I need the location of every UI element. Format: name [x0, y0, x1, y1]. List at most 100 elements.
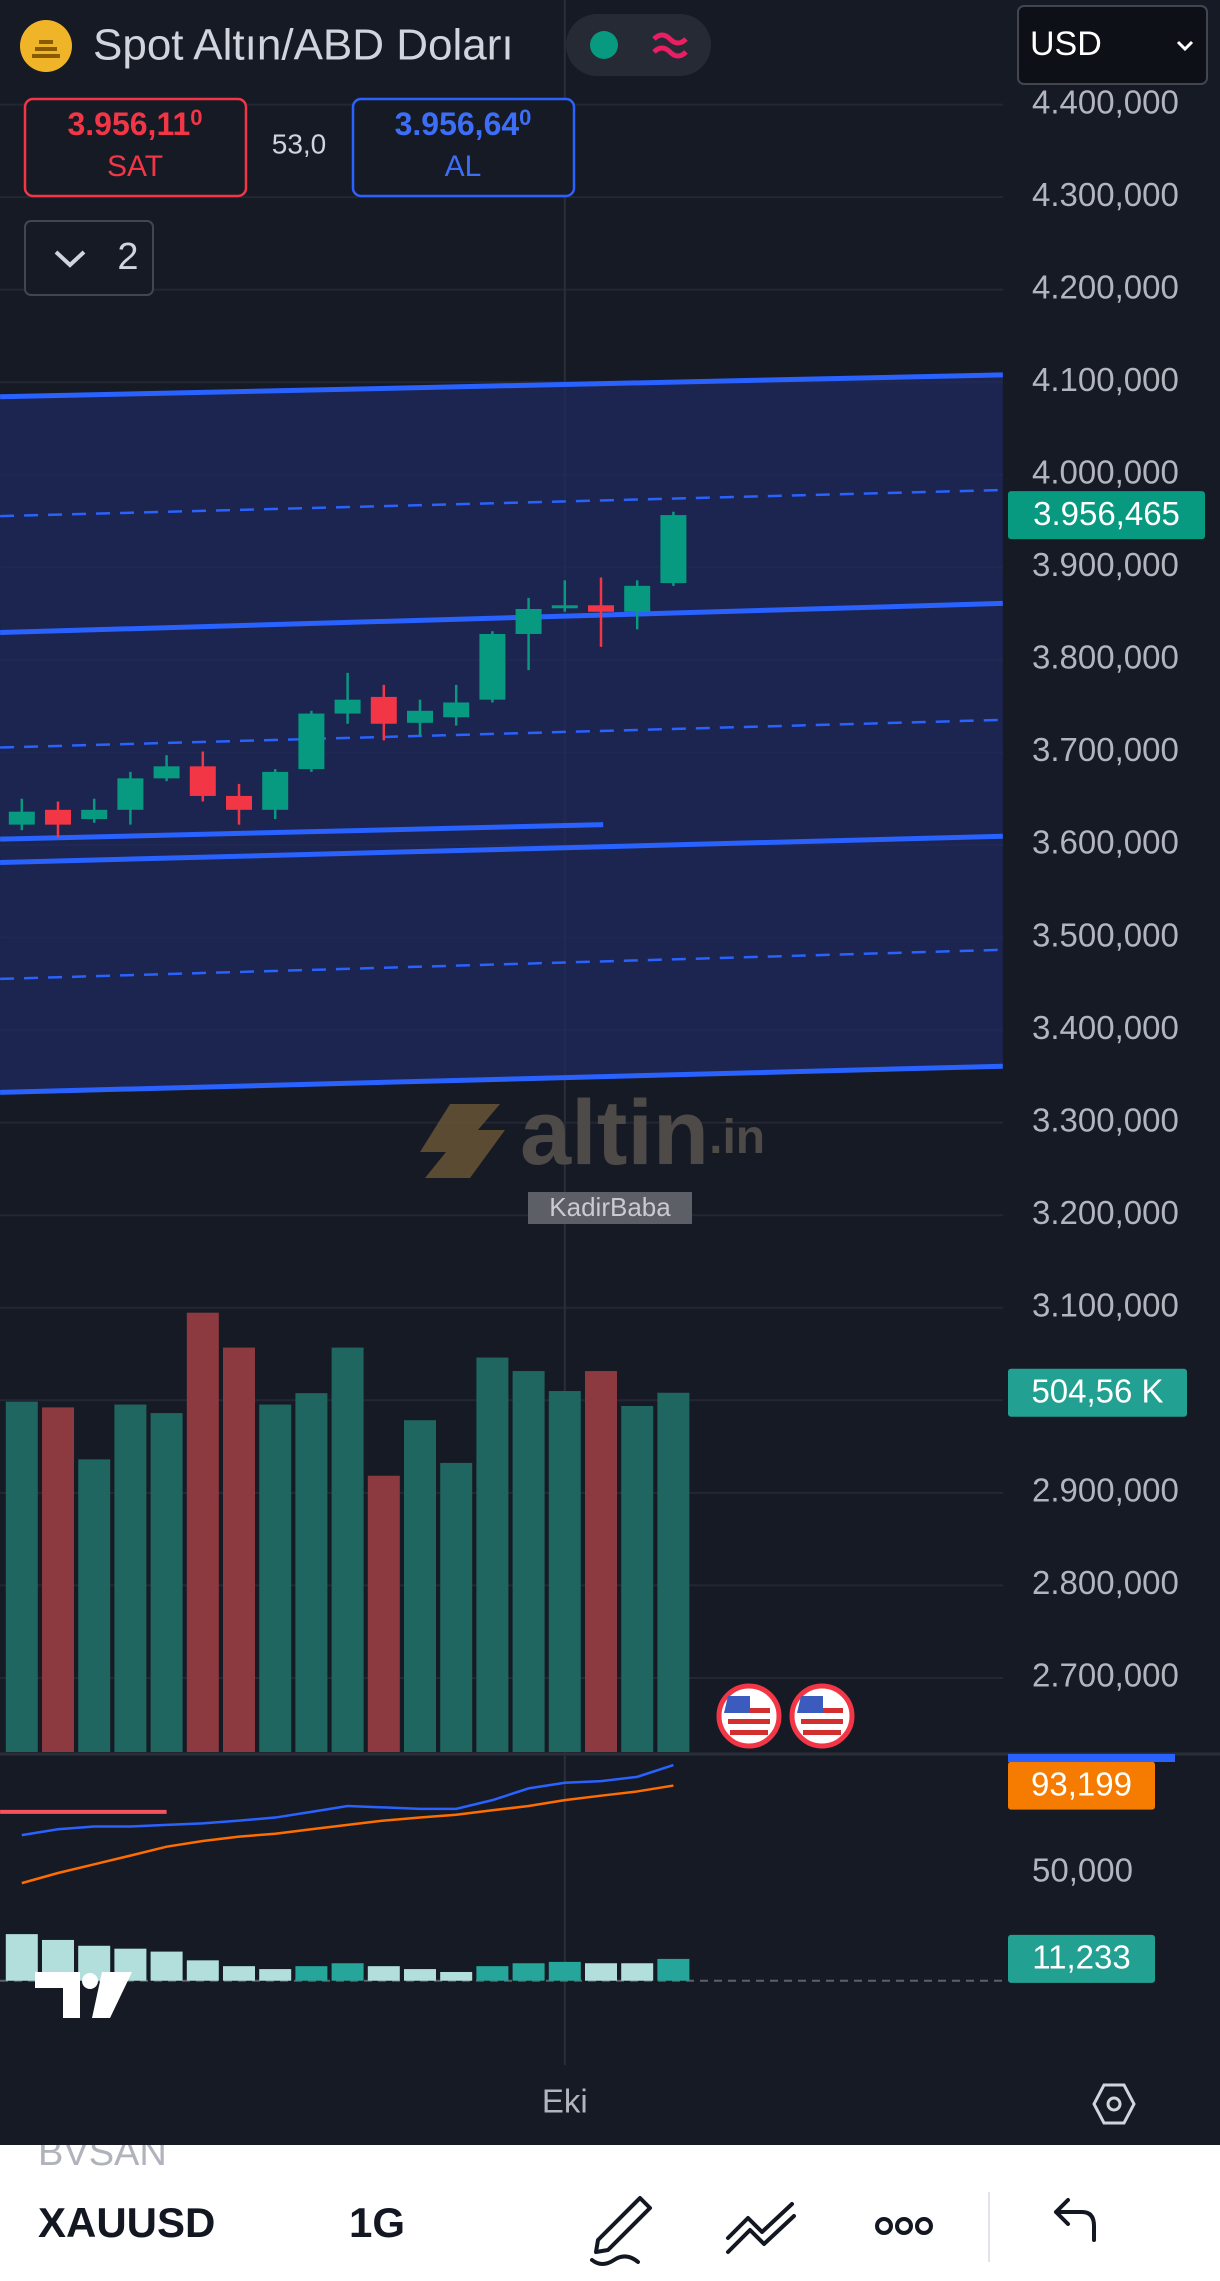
candle-body [443, 702, 470, 718]
volume-bar [42, 1407, 74, 1752]
status-pill [566, 14, 711, 76]
y-tick-label: 3.200,000 [1032, 1194, 1179, 1231]
volume-bar [295, 1393, 328, 1752]
volume-bar [404, 1420, 436, 1752]
watermark-user-box [528, 1192, 692, 1224]
histogram-bar [259, 1969, 292, 1981]
volume-bar [78, 1459, 111, 1752]
hidden-value-label [1008, 1754, 1175, 1762]
last-value-label: 3.956,465 [1033, 495, 1180, 532]
sell-price: 3.956,110 [67, 105, 202, 143]
y-tick-label: 2.700,000 [1032, 1657, 1179, 1694]
sell-button[interactable] [23, 97, 248, 198]
histogram-bar [476, 1966, 509, 1981]
y-tick-label: 2.800,000 [1032, 1564, 1179, 1601]
histogram-bar [295, 1966, 328, 1981]
y-tick-label: 3.600,000 [1032, 824, 1179, 861]
candle-body [298, 713, 325, 770]
candle-body [226, 795, 252, 810]
undo[interactable] [1054, 2198, 1096, 2242]
indicator-line [21, 1763, 674, 1837]
watermark-brand: altin.in [520, 1082, 765, 1184]
toolbar-interval[interactable]: 1G [349, 2199, 405, 2246]
histogram-bar [657, 1958, 690, 1981]
candle-body [515, 608, 542, 634]
currency-select[interactable] [1017, 5, 1208, 85]
volume-bar [223, 1347, 255, 1752]
chevron [1176, 40, 1194, 52]
volume-bar [367, 1475, 400, 1752]
y-tick-label: 4.000,000 [1032, 454, 1179, 491]
y-tick-label: 3.900,000 [1032, 546, 1179, 583]
channel-line [0, 833, 1003, 865]
symbol-icon-bars [32, 40, 60, 58]
y-tick-label: 3.500,000 [1032, 916, 1179, 953]
event-flag[interactable] [789, 1683, 855, 1749]
channel-line [0, 822, 604, 842]
histogram-bar [440, 1971, 473, 1981]
symbol-name[interactable]: Spot Altın/ABD Doları [93, 21, 514, 70]
toolbar: BVSAN XAUUSD 1G [0, 2132, 1220, 2281]
candle-body [334, 699, 361, 714]
y-tick-label: 50,000 [1032, 1852, 1133, 1889]
plot-layer: 4.400,000 4.300,000 4.200,000 4.100,000 4.00… [0, 0, 1220, 2120]
watermark-logo [420, 1104, 505, 1178]
histogram-bar [621, 1963, 654, 1981]
volume-bar [114, 1404, 147, 1752]
y-tick-label: 4.300,000 [1032, 176, 1179, 213]
last-value-label: 11,233 [1032, 1939, 1130, 1976]
candle-body [45, 809, 71, 825]
chevron [54, 250, 86, 268]
histogram-bar [404, 1969, 436, 1981]
y-tick-label: 3.300,000 [1032, 1101, 1179, 1138]
volume-bar [150, 1413, 183, 1752]
channel-line [0, 372, 1003, 400]
histogram-bar [223, 1966, 255, 1981]
y-tick-label: 3.400,000 [1032, 1009, 1179, 1046]
event-flag[interactable] [716, 1683, 782, 1749]
watermark-user: KadirBaba [549, 1192, 671, 1222]
candle-body [153, 766, 180, 779]
overlay-layer: altin.in KadirBaba Spot Altın/ABD Doları [0, 5, 1220, 2281]
candle-body [8, 811, 35, 825]
histogram-bar [548, 1961, 581, 1981]
indicator-count: 2 [117, 236, 138, 278]
indicators-toggle[interactable] [24, 220, 154, 296]
candle-body [407, 710, 433, 723]
currency: USD [1030, 25, 1102, 63]
last-value-box [1008, 1934, 1155, 1983]
indicator-line [21, 1784, 674, 1885]
candle-body [262, 771, 289, 810]
toolbar-symbol[interactable]: XAUUSD [38, 2199, 215, 2246]
histogram-bar [585, 1963, 617, 1981]
more-tools[interactable] [875, 2217, 933, 2235]
settings-button[interactable] [1092, 2083, 1136, 2125]
candle-body [81, 809, 108, 820]
volume-bar [440, 1462, 473, 1752]
volume-bar [476, 1357, 509, 1752]
buy-button[interactable] [351, 97, 576, 198]
toolbar-bg [0, 2145, 1220, 2281]
volume-bar [585, 1371, 617, 1752]
candle-body [660, 515, 687, 584]
x-tick-label: Eki [542, 2083, 588, 2120]
y-tick-label: 3.700,000 [1032, 731, 1179, 768]
sell-label: SAT [107, 150, 163, 183]
histogram-bar [512, 1963, 545, 1981]
last-value-box [1008, 1368, 1187, 1417]
candle-body [588, 605, 614, 612]
candle-body [479, 633, 506, 700]
candle-body [551, 605, 578, 609]
y-tick-label: 4.200,000 [1032, 268, 1179, 305]
market-open-dot [590, 31, 618, 59]
volume-bar [331, 1347, 364, 1752]
candle-body [624, 585, 651, 612]
trend-tool[interactable] [726, 2202, 796, 2254]
volume-bar [512, 1371, 545, 1752]
volume-bar [657, 1392, 690, 1752]
candle-body [117, 778, 144, 810]
watchlist-prev[interactable]: BVSAN [38, 2132, 167, 2174]
draw-tool[interactable] [590, 2196, 652, 2266]
